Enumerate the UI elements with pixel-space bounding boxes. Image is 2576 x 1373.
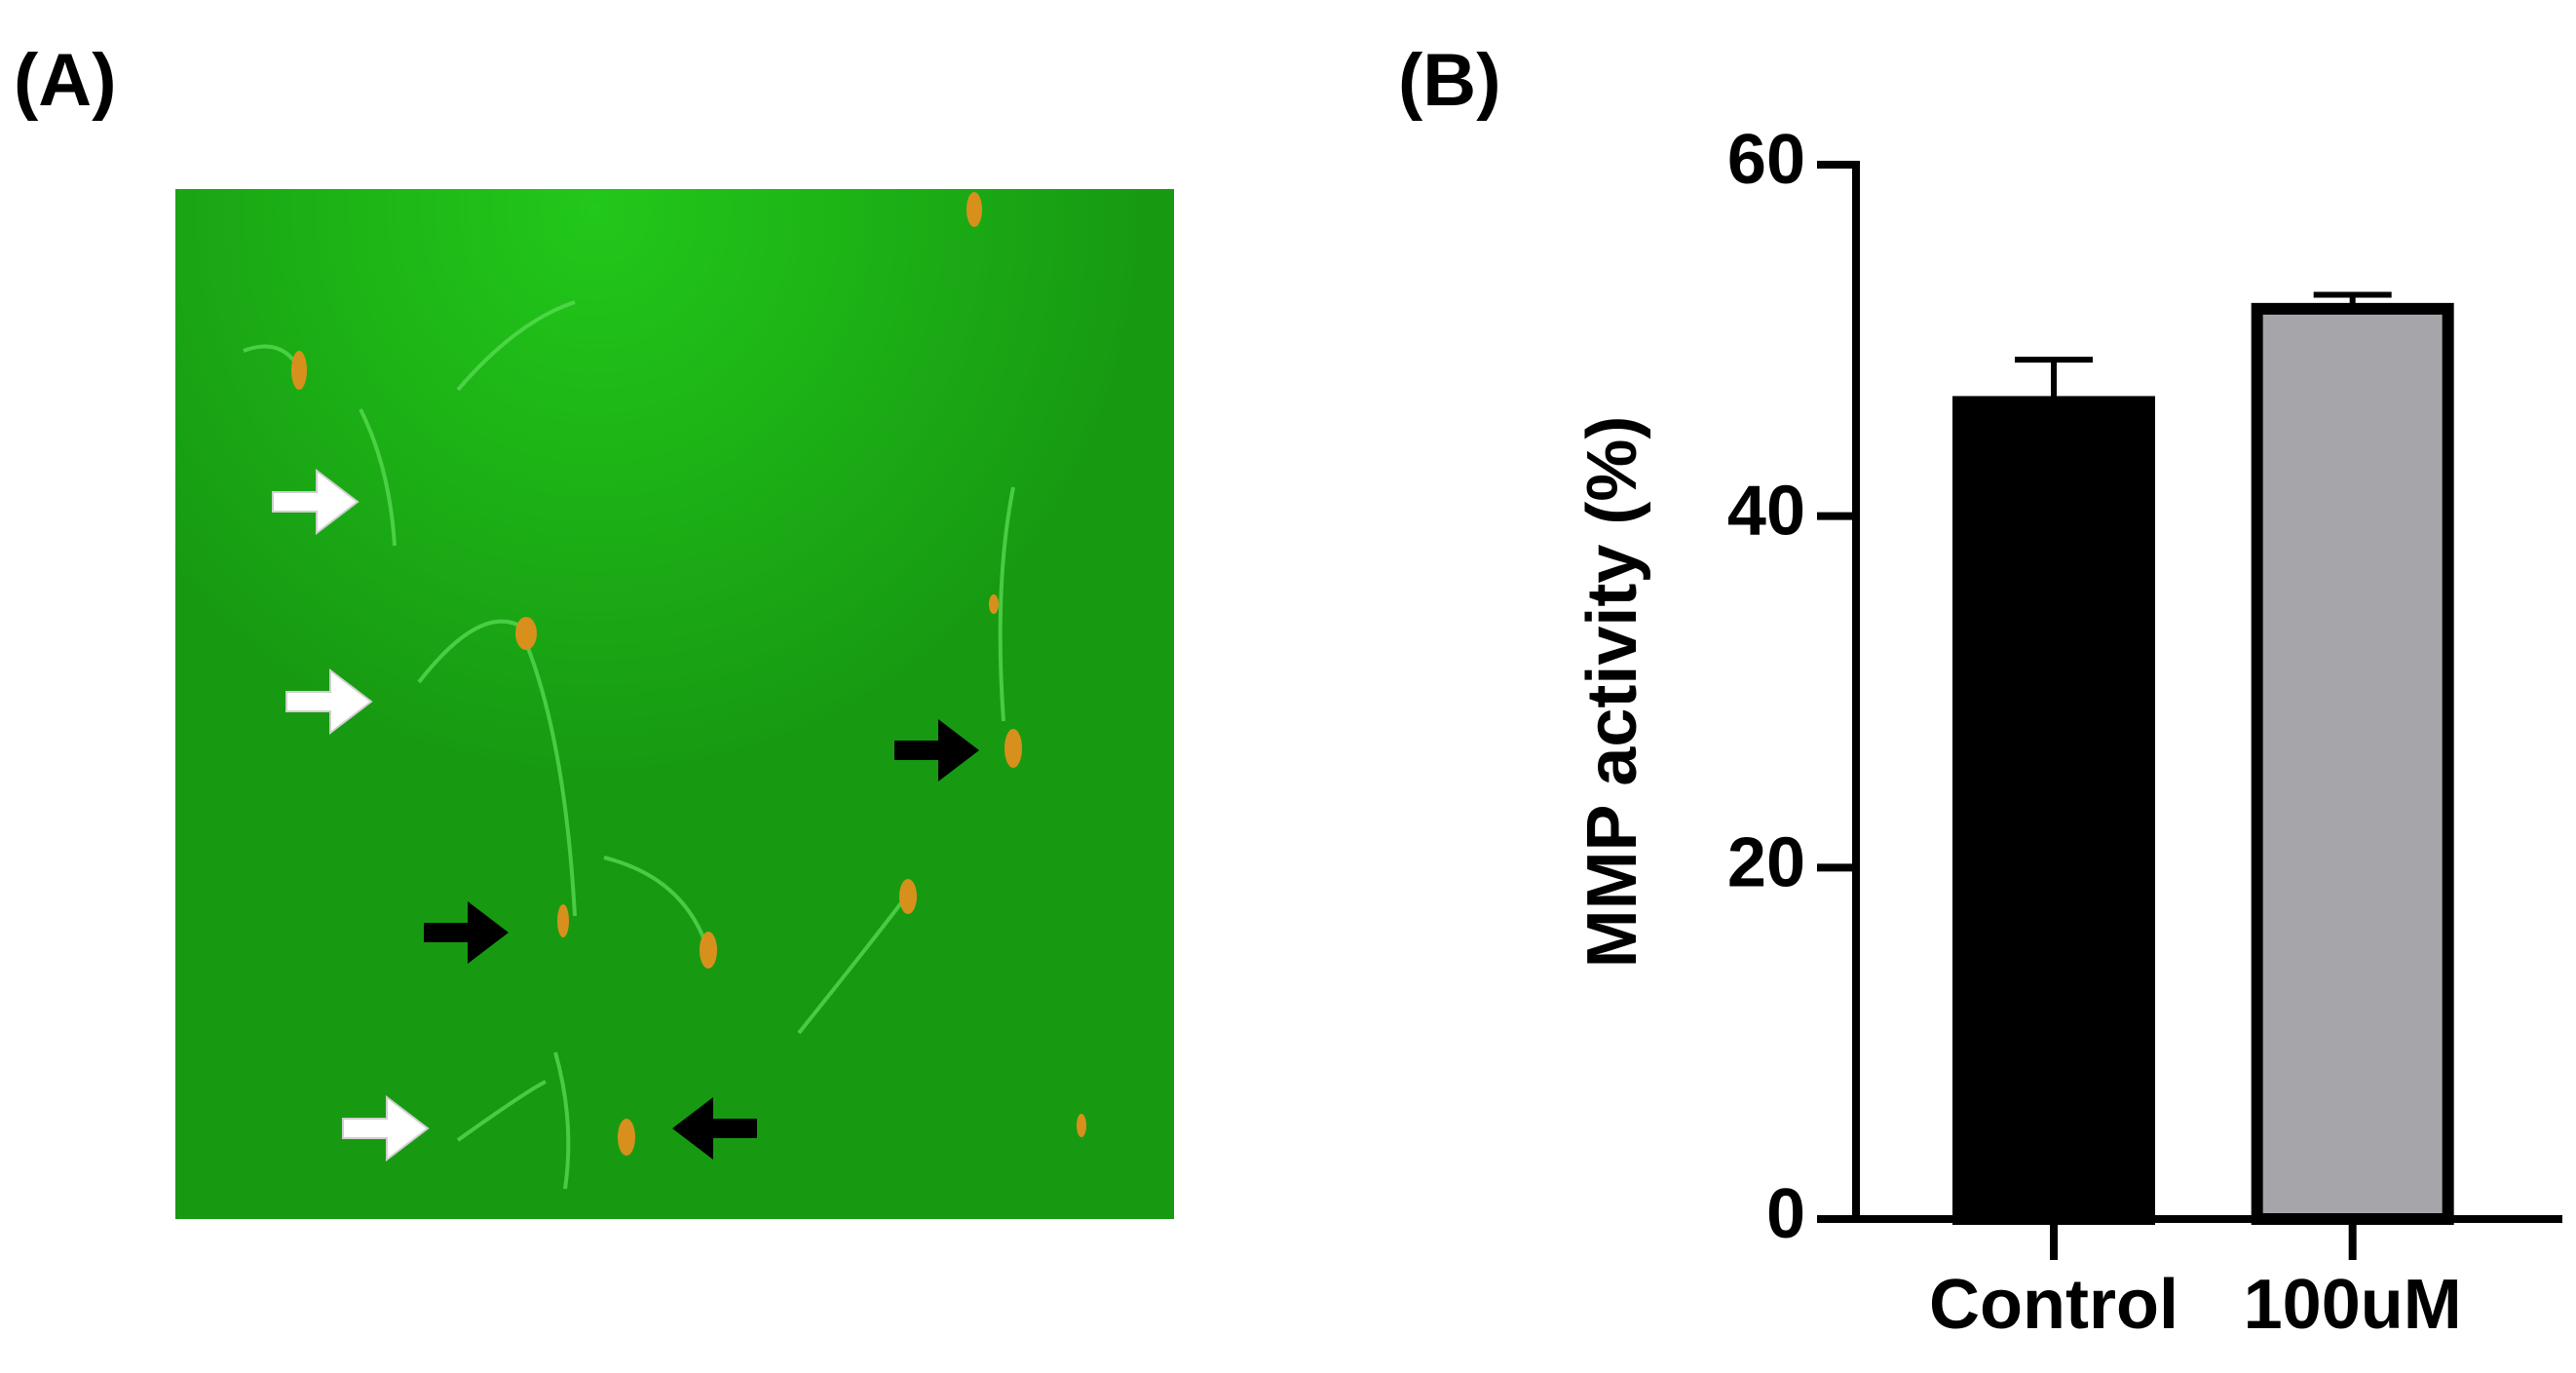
x-tick-label: 100uM [2244,1266,2462,1344]
y-tick-label: 40 [1727,473,1805,551]
sperm-heads [291,192,1086,1156]
micrograph [175,189,1174,1219]
panel-label: (B) [1398,39,1501,122]
arrows [272,468,979,1163]
y-tick-label: 0 [1766,1175,1805,1253]
y-tick-label: 60 [1727,121,1805,199]
sperm-tails [243,300,1015,1190]
y-axis-label: MMP activity (%) [1573,416,1651,969]
panel-label: (A) [14,39,117,122]
x-tick-label: Control [1929,1266,2178,1344]
bar [2251,302,2454,1225]
y-tick-label: 20 [1727,823,1805,901]
bar [1952,396,2155,1225]
